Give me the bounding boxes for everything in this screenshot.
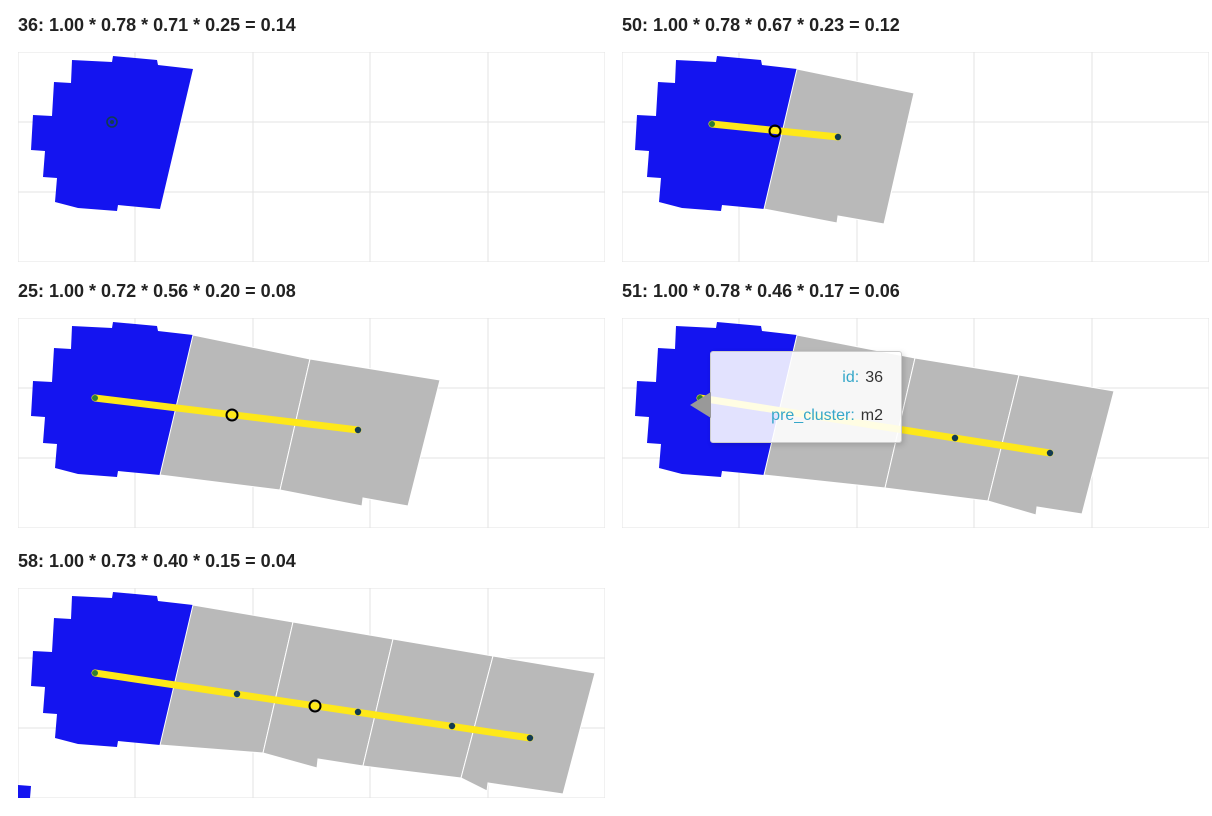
origin-dot: [92, 395, 98, 401]
panel-title: 25: 1.00 * 0.72 * 0.56 * 0.20 = 0.08: [18, 281, 296, 301]
tooltip-row-id: id: 36: [729, 368, 883, 388]
tooltip-row-pre-cluster: pre_cluster: m2: [729, 406, 883, 426]
selected-polygon[interactable]: [31, 56, 193, 211]
panel-plot-25: [18, 318, 605, 528]
tooltip-value-id: 36: [865, 369, 883, 386]
panel-plot-58: [18, 588, 605, 798]
panel-51: 51: 1.00 * 0.78 * 0.46 * 0.17 = 0.06 id:…: [622, 278, 1209, 528]
centroid-dot: [526, 734, 534, 742]
tooltip-label-id: id:: [842, 369, 860, 386]
midpoint-ring: [308, 699, 322, 713]
cluster-polygon[interactable]: [987, 374, 1115, 516]
panel-36: 36: 1.00 * 0.78 * 0.71 * 0.25 = 0.14: [18, 12, 605, 262]
panel-title: 50: 1.00 * 0.78 * 0.67 * 0.23 = 0.12: [622, 15, 900, 35]
tooltip-label-pre-cluster: pre_cluster:: [771, 407, 855, 424]
centroid-dot: [834, 133, 842, 141]
panel-title: 51: 1.00 * 0.78 * 0.46 * 0.17 = 0.06: [622, 281, 900, 301]
selected-polygon[interactable]: [31, 592, 193, 747]
tooltip: id: 36 pre_cluster: m2: [690, 351, 902, 443]
centroid-dot: [951, 434, 959, 442]
cluster-polygon[interactable]: [763, 68, 915, 225]
panel-title: 36: 1.00 * 0.78 * 0.71 * 0.25 = 0.14: [18, 15, 296, 35]
cluster-polygon[interactable]: [460, 655, 596, 795]
origin-dot: [709, 121, 715, 127]
selected-polygon[interactable]: [18, 785, 31, 798]
panel-58: 58: 1.00 * 0.73 * 0.40 * 0.15 = 0.04: [18, 548, 605, 798]
panel-plot-36: [18, 52, 605, 262]
midpoint-ring: [225, 408, 239, 422]
tooltip-value-pre-cluster: m2: [860, 407, 883, 424]
centroid-dot: [354, 426, 362, 434]
midpoint-ring: [768, 124, 782, 138]
target-dot: [110, 120, 114, 124]
panel-title: 58: 1.00 * 0.73 * 0.40 * 0.15 = 0.04: [18, 551, 296, 571]
centroid-dot: [1046, 449, 1054, 457]
tooltip-arrow-icon: [690, 392, 711, 418]
panel-50: 50: 1.00 * 0.78 * 0.67 * 0.23 = 0.12: [622, 12, 1209, 262]
origin-dot: [92, 670, 98, 676]
centroid-dot: [233, 690, 241, 698]
target-ring: [106, 116, 118, 128]
centroid-dot: [354, 708, 362, 716]
panel-25: 25: 1.00 * 0.72 * 0.56 * 0.20 = 0.08: [18, 278, 605, 528]
centroid-dot: [448, 722, 456, 730]
path-line: [708, 120, 842, 141]
panel-plot-50: [622, 52, 1209, 262]
selected-polygon[interactable]: [635, 56, 797, 211]
path-line: [91, 669, 534, 742]
